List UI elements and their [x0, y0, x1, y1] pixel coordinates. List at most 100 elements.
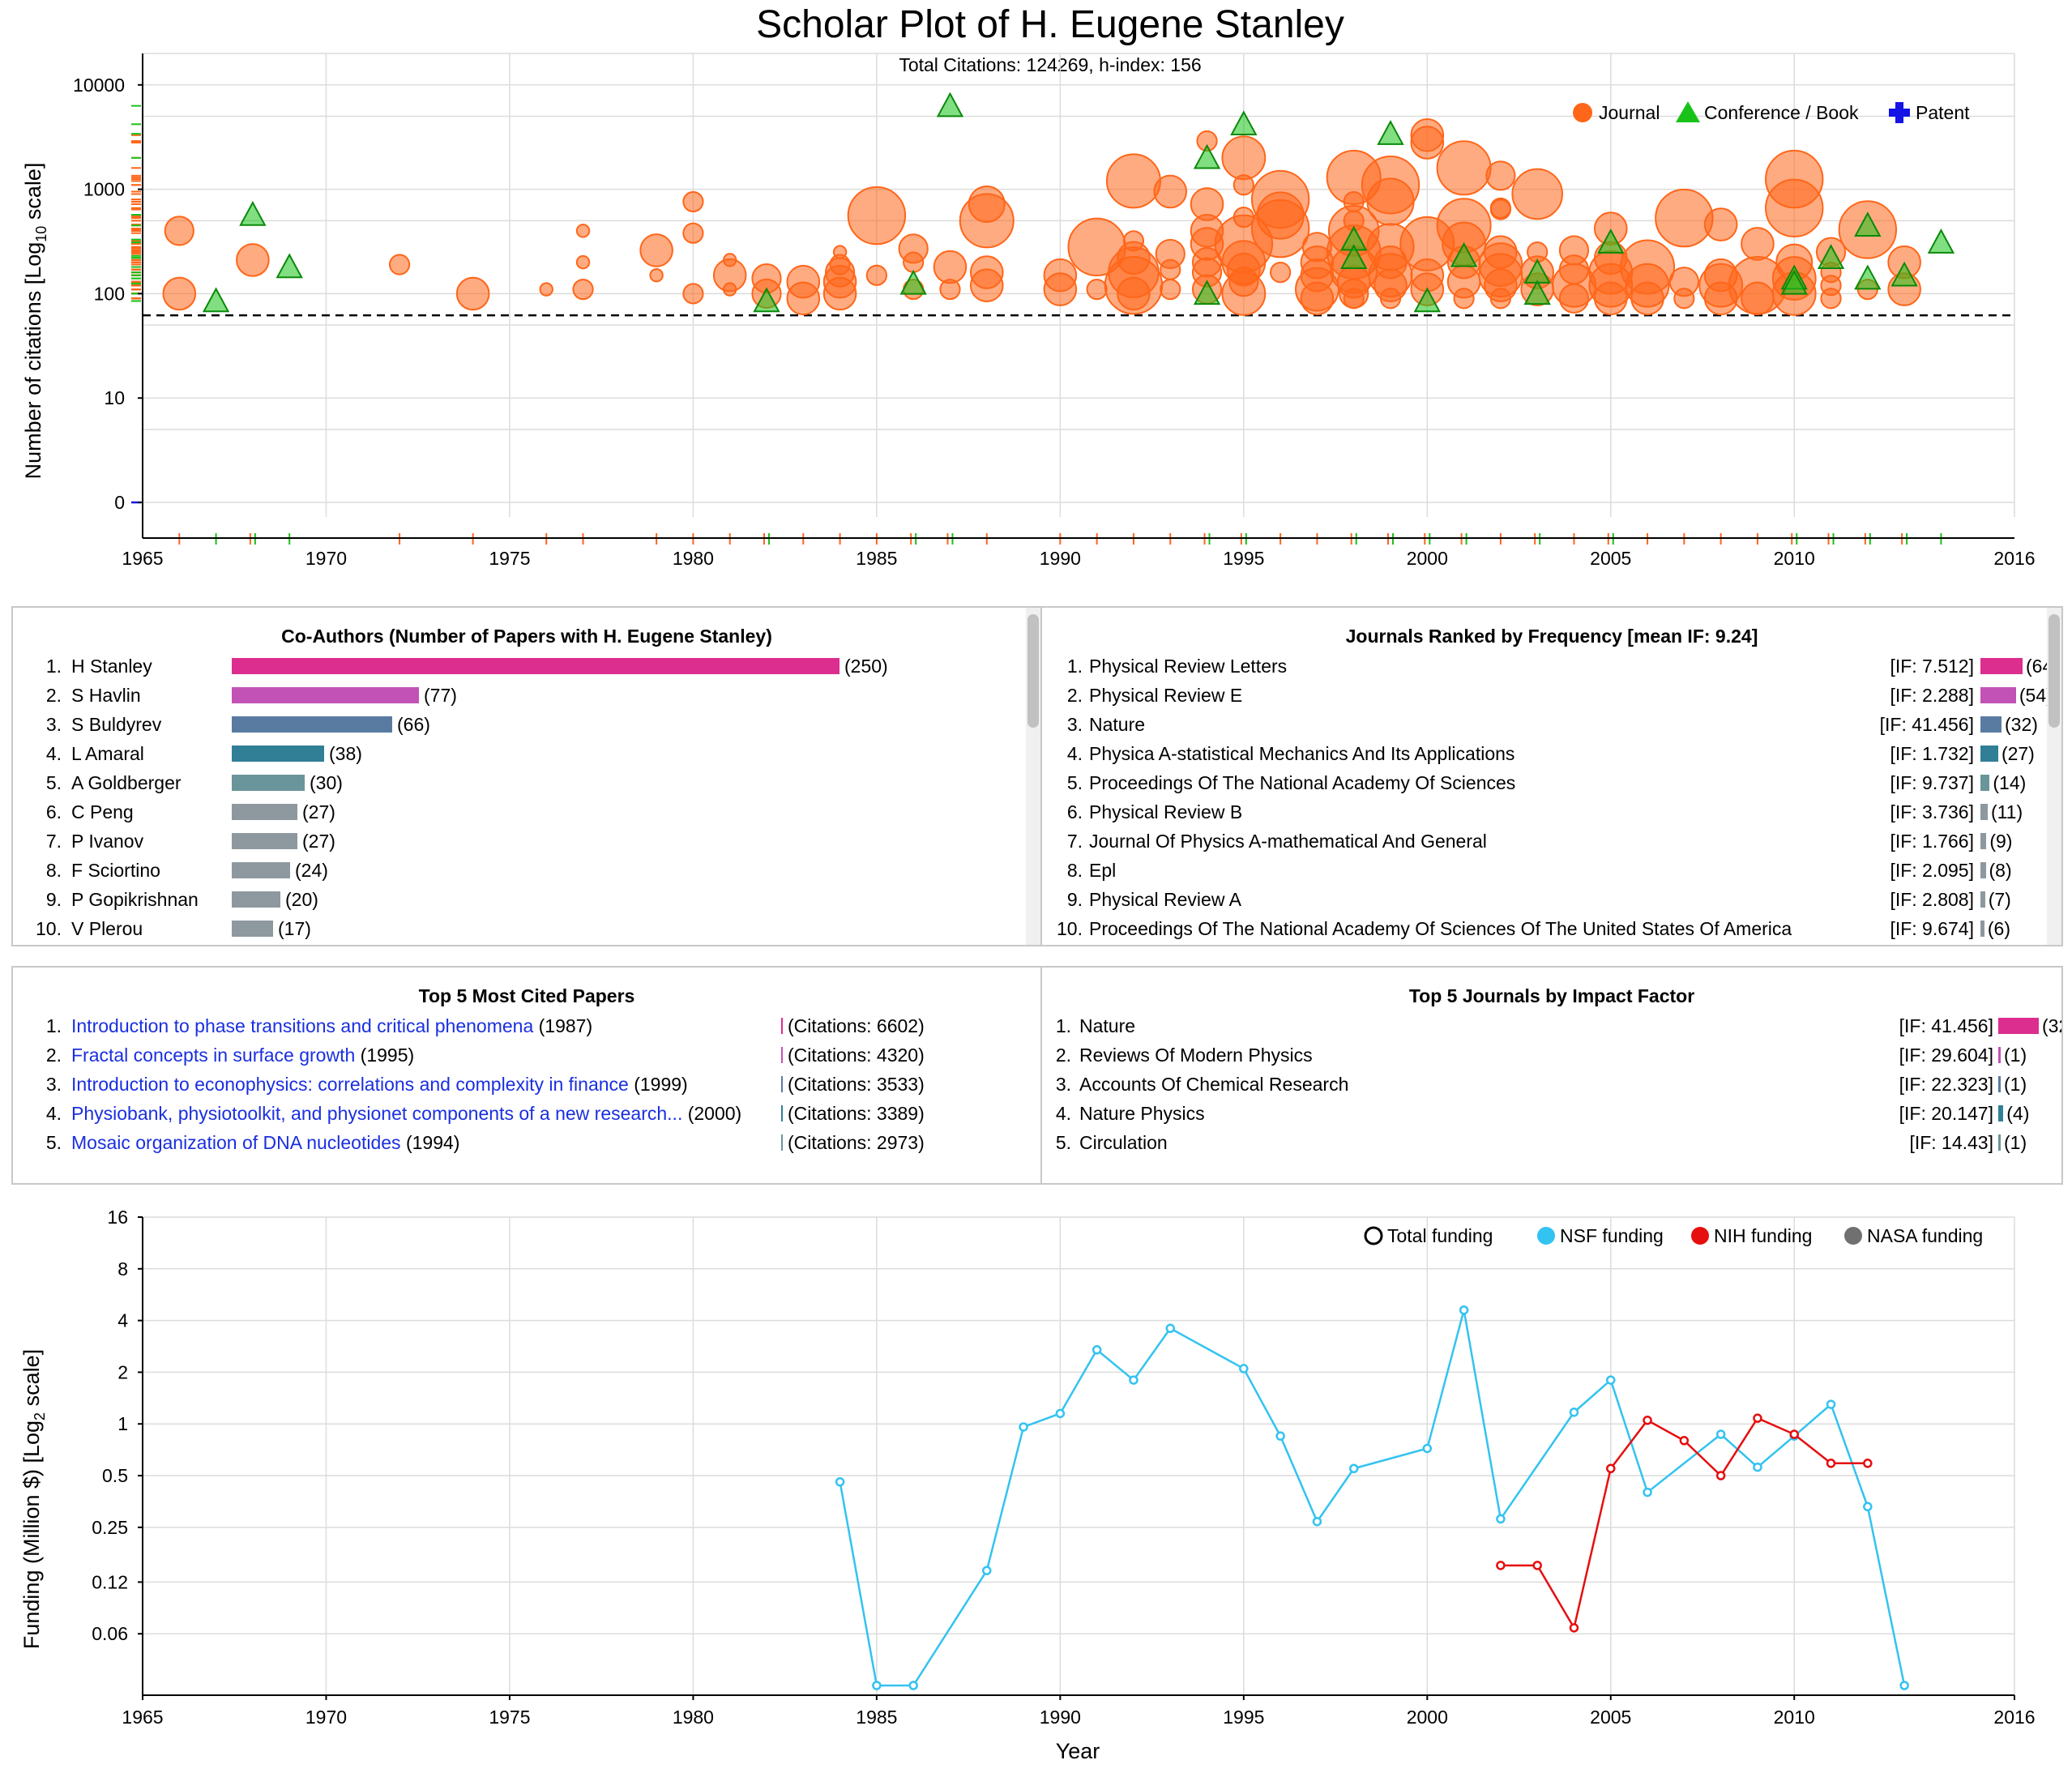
top-paper-link[interactable]: Introduction to phase transitions and cr… [71, 1015, 534, 1036]
journal-row[interactable]: 4. Physica A-statistical Mechanics And It… [1042, 739, 2061, 768]
coauthor-rank: 9. [45, 889, 62, 910]
coauthor-row[interactable]: 6. C Peng (27) [13, 797, 1040, 827]
journal-count: (27) [2001, 743, 2035, 764]
top-if-journal-row[interactable]: 3. Accounts Of Chemical Research [IF: 22.3… [1042, 1070, 2061, 1099]
journal-paper-point [1117, 276, 1151, 311]
funding-y-tick-label: 8 [117, 1258, 128, 1280]
journal-paper-point [969, 268, 1004, 302]
journal-row[interactable]: 7. Journal Of Physics A-mathematical And … [1042, 827, 2061, 856]
conference-paper-point [1230, 110, 1258, 136]
coauthor-count: (66) [397, 714, 430, 735]
journal-impact-factor: [IF: 9.674] [1890, 918, 1974, 939]
journal-rank: 3. [1066, 714, 1083, 735]
journal-paper-point [786, 281, 821, 316]
conference-paper-point [1413, 287, 1441, 313]
journal-impact-factor: [IF: 2.808] [1890, 889, 1974, 910]
journal-name: Epl [1089, 860, 1117, 881]
journal-bar [1980, 658, 2023, 674]
citation-y-tick-label: 10000 [73, 75, 125, 96]
top-paper-link[interactable]: Physiobank, physiotoolkit, and physionet… [71, 1103, 683, 1124]
journals-scrollbar[interactable] [2047, 608, 2061, 945]
top-paper-entry: Introduction to econophysics: correlatio… [71, 1070, 688, 1099]
journal-rank: 6. [1066, 801, 1083, 822]
citation-ylabel-tail: scale] [21, 163, 45, 226]
coauthor-bar [232, 746, 324, 762]
journals-title: Journals Ranked by Frequency [mean IF: 9… [1345, 626, 1758, 647]
conference-paper-point [1780, 269, 1808, 295]
citation-legend: Journal Conference / Book Patent [1573, 101, 1970, 123]
top-if-journal-row[interactable]: 2. Reviews Of Modern Physics [IF: 29.604] (… [1042, 1040, 2061, 1070]
conference-paper-point [936, 92, 964, 117]
journal-paper-point [723, 253, 737, 267]
conference-paper-point [753, 287, 780, 313]
journal-paper-point [162, 276, 197, 311]
journal-row[interactable]: 3. Nature [IF: 41.456] (32) [1042, 710, 2061, 739]
top-if-journal-name: Circulation [1079, 1132, 1168, 1153]
top-paper-row: 1. Introduction to phase transitions and … [13, 1011, 1040, 1040]
nih-funding-point [1826, 1459, 1836, 1468]
top-if-count: (1) [2004, 1045, 2027, 1066]
coauthor-name: P Gopikrishnan [71, 889, 199, 910]
nsf-funding-point [982, 1566, 992, 1575]
top-if-journal-row[interactable]: 5. Circulation [IF: 14.43] (1) [1042, 1128, 2061, 1157]
journal-row[interactable]: 10. Proceedings Of The National Academy O… [1042, 914, 2061, 943]
conference-paper-point [1193, 143, 1221, 169]
journal-row[interactable]: 9. Physical Review A [IF: 2.808] (7) [1042, 885, 2061, 914]
journal-rank: 10. [1057, 918, 1083, 939]
nih-funding-point [1715, 1471, 1726, 1480]
coauthor-row[interactable]: 2. S Havlin (77) [13, 681, 1040, 710]
journal-rank: 1. [1066, 656, 1083, 677]
journal-paper-point [1453, 288, 1475, 310]
journal-row[interactable]: 2. Physical Review E [IF: 2.288] (54) [1042, 681, 2061, 710]
journal-paper-point [903, 251, 925, 273]
coauthor-name: L Amaral [71, 743, 144, 764]
nsf-funding-point [1092, 1345, 1102, 1355]
conference-paper-point [1927, 228, 1955, 254]
journal-paper-point [1301, 232, 1333, 263]
top-paper-link[interactable]: Introduction to econophysics: correlatio… [71, 1074, 629, 1095]
journal-paper-point [1673, 288, 1695, 310]
journal-row[interactable]: 5. Proceedings Of The National Academy Of… [1042, 768, 2061, 797]
journal-rank: 5. [1066, 772, 1083, 793]
journal-paper-point [1630, 281, 1664, 316]
top-paper-rank: 4. [45, 1103, 62, 1124]
coauthor-row[interactable]: 7. P Ivanov (27) [13, 827, 1040, 856]
journal-impact-factor: [IF: 1.766] [1890, 831, 1974, 852]
coauthor-row[interactable]: 1. H Stanley (250) [13, 652, 1040, 681]
funding-x-tick-label: 2005 [1590, 1707, 1631, 1728]
nsf-funding-point [1275, 1431, 1285, 1441]
journal-row[interactable]: 6. Physical Review B [IF: 3.736] (11) [1042, 797, 2061, 827]
top-paper-link[interactable]: Fractal concepts in surface growth [71, 1045, 356, 1066]
citation-y-tick-label: 0 [114, 492, 125, 513]
journal-impact-factor: [IF: 41.456] [1879, 714, 1974, 735]
coauthor-row[interactable]: 9. P Gopikrishnan (20) [13, 885, 1040, 914]
top-if-rank: 4. [1055, 1103, 1071, 1124]
citation-x-tick-label: 1990 [1040, 548, 1081, 569]
coauthor-rank: 3. [45, 714, 62, 735]
journal-count: (32) [2005, 714, 2038, 735]
coauthor-row[interactable]: 3. S Buldyrev (66) [13, 710, 1040, 739]
coauthor-row[interactable]: 5. A Goldberger (30) [13, 768, 1040, 797]
conference-paper-point [239, 200, 267, 226]
coauthor-row[interactable]: 10. V Plerou (17) [13, 914, 1040, 943]
coauthors-scrollbar[interactable] [1026, 608, 1040, 945]
funding-chart: 0.06 0.12 0.25 0.5 1 2 4 8 16 1965 1970 1975 1980 198… [19, 1207, 2036, 1763]
coauthor-rank: 6. [45, 801, 62, 822]
coauthor-row[interactable]: 4. L Amaral (38) [13, 739, 1040, 768]
top-paper-link[interactable]: Mosaic organization of DNA nucleotides [71, 1132, 401, 1153]
top-if-bar [1998, 1076, 2001, 1092]
top-if-journal-row[interactable]: 1. Nature [IF: 41.456] (32) [1042, 1011, 2061, 1040]
conference-paper-point [202, 287, 230, 313]
journal-paper-point [939, 278, 961, 301]
top-if-journal-row[interactable]: 4. Nature Physics [IF: 20.147] (4) [1042, 1099, 2061, 1128]
journal-row[interactable]: 8. Epl [IF: 2.095] (8) [1042, 856, 2061, 885]
journal-paper-point [1741, 227, 1775, 261]
nsf-funding-point [1826, 1399, 1836, 1409]
journal-row[interactable]: 1. Physical Review Letters [IF: 7.512] (64) [1042, 652, 2061, 681]
journal-rank: 8. [1066, 860, 1083, 881]
coauthor-row[interactable]: 8. F Sciortino (24) [13, 856, 1040, 885]
citation-x-tick-label: 1965 [122, 548, 163, 569]
funding-x-tick-label: 1995 [1223, 1707, 1264, 1728]
nsf-funding-point [1715, 1429, 1726, 1439]
nsf-funding-point [1165, 1323, 1175, 1334]
